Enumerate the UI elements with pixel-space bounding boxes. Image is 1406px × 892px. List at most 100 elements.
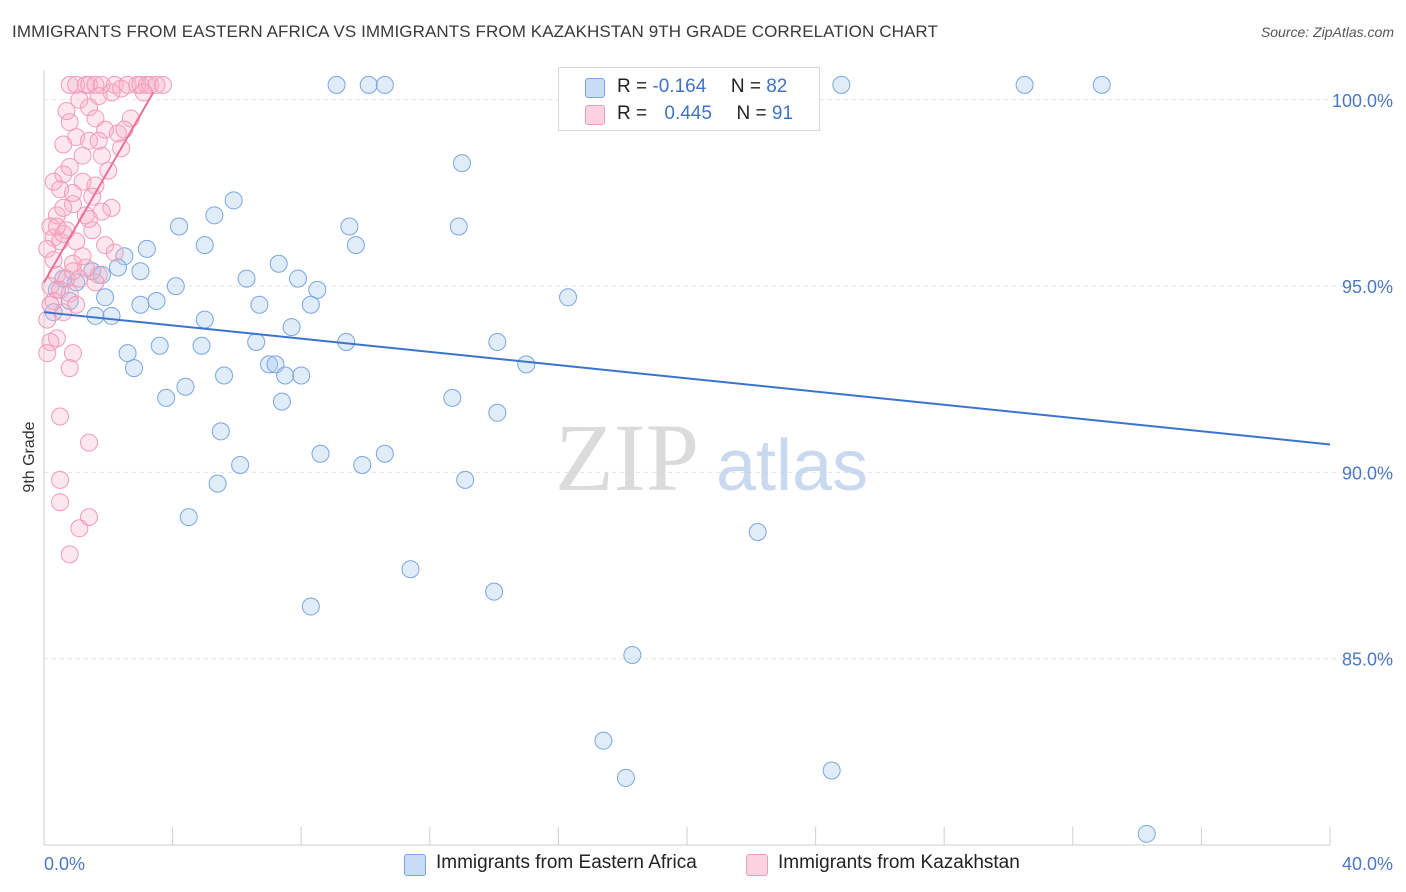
y-tick-label: 95.0%: [1342, 277, 1393, 297]
data-point: [102, 198, 121, 217]
data-point: [282, 318, 301, 337]
data-point: [301, 597, 320, 616]
data-point: [41, 295, 60, 314]
r-value: -0.164: [652, 76, 707, 97]
data-point: [51, 493, 70, 512]
data-point: [41, 277, 60, 296]
legend-stats-eastern-africa: R = -0.164 N = 82: [617, 76, 787, 98]
data-point: [83, 221, 102, 240]
data-point: [340, 217, 359, 236]
data-point: [80, 98, 99, 117]
r-label: R =: [617, 103, 648, 124]
data-point: [231, 455, 250, 474]
data-point: [73, 247, 92, 266]
data-point: [375, 75, 394, 94]
watermark: ZIP atlas: [555, 404, 868, 511]
data-point: [60, 284, 79, 303]
n-value: 91: [771, 103, 794, 124]
data-point: [488, 332, 507, 351]
data-point: [153, 75, 172, 94]
data-point: [57, 101, 76, 120]
data-point: [38, 344, 57, 363]
data-point: [208, 474, 227, 493]
data-point: [141, 75, 160, 94]
x-tick-label: 40.0%: [1342, 854, 1393, 874]
data-point: [748, 523, 767, 542]
axis-labels: 85.0% 90.0% 95.0% 100.0% 0.0% 40.0% 9th Grade: [21, 91, 1393, 874]
data-point: [96, 288, 115, 307]
data-point: [60, 545, 79, 564]
data-point: [260, 355, 279, 374]
data-point: [54, 165, 73, 184]
data-point: [292, 366, 311, 385]
x-tick-label: 0.0%: [44, 854, 85, 874]
r-label: R =: [617, 76, 648, 97]
data-point: [54, 198, 73, 217]
data-point: [89, 131, 108, 150]
data-point: [44, 172, 63, 191]
n-label: N =: [730, 76, 761, 97]
y-axis-title: 9th Grade: [21, 421, 38, 492]
data-point: [288, 269, 307, 288]
data-point: [170, 217, 189, 236]
n-value: 82: [766, 76, 788, 97]
trend-lines: [43, 91, 1331, 446]
watermark-atlas: atlas: [716, 426, 868, 506]
data-point: [86, 75, 105, 94]
legend-stats-kazakhstan: R = 0.445 N = 91: [617, 103, 793, 125]
data-point: [92, 75, 111, 94]
bottom-legend-label: Immigrants from Eastern Africa: [436, 852, 697, 873]
y-tick-label: 85.0%: [1342, 650, 1393, 670]
data-point: [54, 135, 73, 154]
data-point: [57, 269, 76, 288]
data-point: [44, 251, 63, 270]
data-point: [192, 336, 211, 355]
data-point: [38, 239, 57, 258]
data-point: [308, 280, 327, 299]
watermark-zip: ZIP: [555, 404, 699, 511]
data-point: [70, 90, 89, 109]
data-point: [327, 75, 346, 94]
data-point: [137, 239, 156, 258]
data-point: [517, 355, 536, 374]
legend-swatch-blue: [585, 78, 605, 98]
data-point: [205, 206, 224, 225]
data-point: [41, 332, 60, 351]
data-point: [47, 217, 66, 236]
bottom-swatch-pink: [746, 854, 768, 876]
data-point: [832, 75, 851, 94]
data-point: [60, 113, 79, 132]
data-point: [1092, 75, 1111, 94]
r-value: 0.445: [664, 103, 712, 124]
data-point: [131, 262, 150, 281]
data-point: [147, 292, 166, 311]
data-point: [301, 295, 320, 314]
data-point: [456, 470, 475, 489]
data-point: [51, 407, 70, 426]
data-point: [224, 191, 243, 210]
data-point: [63, 183, 82, 202]
data-point: [176, 377, 195, 396]
data-point: [51, 280, 70, 299]
legend-swatch-pink: [585, 105, 605, 125]
data-point: [108, 258, 127, 277]
data-point: [215, 366, 234, 385]
data-point: [60, 359, 79, 378]
data-point: [211, 422, 230, 441]
data-point: [311, 444, 330, 463]
data-point: [179, 508, 198, 527]
data-point: [80, 131, 99, 150]
data-point: [118, 344, 137, 363]
data-point: [67, 75, 86, 94]
data-point: [125, 359, 144, 378]
correlation-legend: R = -0.164 N = 82 R = 0.445 N = 91: [558, 67, 820, 131]
data-point: [80, 433, 99, 452]
trend-line: [43, 91, 155, 283]
data-point: [63, 262, 82, 281]
data-point: [73, 146, 92, 165]
data-point: [157, 388, 176, 407]
data-point: [1015, 75, 1034, 94]
data-point: [115, 120, 134, 139]
data-point: [102, 306, 121, 325]
